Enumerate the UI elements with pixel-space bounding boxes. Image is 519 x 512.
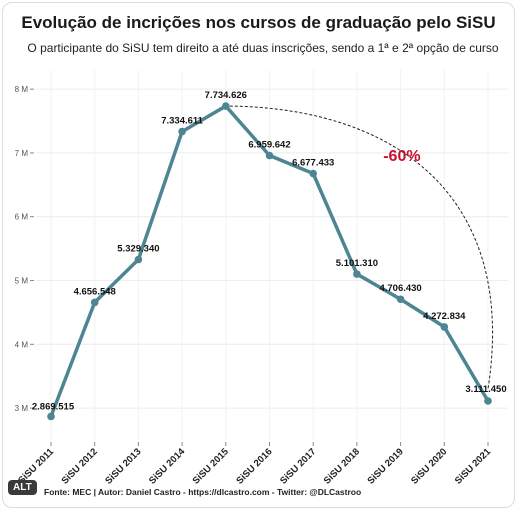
data-point: [134, 255, 143, 264]
x-tick-label: SiSU 2020: [409, 446, 449, 486]
x-tick-label: SiSU 2019: [365, 446, 405, 486]
chart-subtitle: O participante do SiSU tem direito a até…: [27, 41, 499, 55]
chart-title: Evolução de incrições nos cursos de grad…: [21, 13, 496, 32]
y-tick-label: 5 M: [15, 277, 29, 286]
data-label: 2.869.515: [32, 401, 75, 412]
chart-card: Evolução de incrições nos cursos de grad…: [2, 2, 515, 508]
x-tick-label: SiSU 2015: [191, 446, 232, 487]
data-label: 5.101.310: [336, 258, 378, 269]
data-point: [484, 397, 492, 405]
data-point: [265, 151, 274, 160]
data-point: [309, 169, 318, 178]
data-label: 3.111.450: [465, 384, 506, 395]
x-tick-label: SiSU 2012: [60, 446, 100, 486]
y-tick-label: 8 M: [15, 85, 29, 94]
x-tick-label: SiSU 2021: [453, 446, 494, 487]
source-caption: Fonte: MEC | Autor: Daniel Castro - http…: [44, 487, 362, 497]
data-label: 6.677.433: [292, 158, 334, 169]
data-label: 4.706.430: [379, 283, 421, 294]
data-point: [440, 323, 449, 331]
x-tick-label: SiSU 2016: [234, 446, 274, 486]
data-label: 5.329.340: [117, 244, 159, 255]
x-tick-label: SiSU 2017: [278, 446, 318, 486]
data-point: [90, 298, 99, 307]
data-point: [178, 127, 186, 136]
x-tick-label: SiSU 2013: [103, 446, 143, 486]
x-tick-label: SiSU 2014: [147, 446, 188, 487]
data-point: [353, 270, 361, 278]
data-point: [222, 102, 230, 110]
y-tick-label: 4 M: [15, 340, 29, 349]
y-tick-label: 7 M: [15, 149, 29, 158]
change-arc: [229, 105, 493, 390]
data-point: [47, 412, 55, 421]
data-point: [396, 295, 405, 304]
y-tick-label: 3 M: [15, 404, 29, 413]
change-annotation: -60%: [383, 148, 420, 165]
grid-lines: [36, 70, 508, 440]
data-label: 6.959.642: [248, 140, 290, 151]
y-tick-label: 6 M: [15, 213, 29, 222]
data-label: 4.656.548: [74, 286, 116, 297]
alt-badge[interactable]: ALT: [8, 480, 37, 495]
data-label: 7.734.626: [205, 90, 247, 101]
data-label: 7.334.611: [161, 116, 203, 127]
data-label: 4.272.834: [423, 311, 466, 322]
x-tick-label: SiSU 2018: [322, 446, 362, 486]
